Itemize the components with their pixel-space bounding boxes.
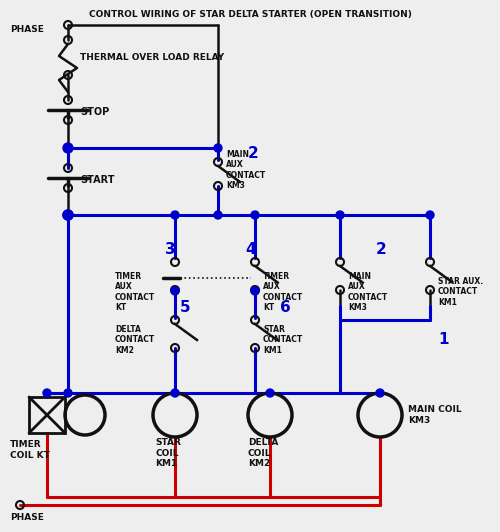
- Text: 3: 3: [165, 243, 175, 257]
- Circle shape: [426, 211, 434, 219]
- Circle shape: [63, 210, 73, 220]
- Text: 2: 2: [248, 146, 259, 162]
- Circle shape: [171, 287, 179, 295]
- Text: DELTA
COIL
KM2: DELTA COIL KM2: [248, 438, 278, 468]
- Text: 5: 5: [180, 301, 190, 315]
- Text: 1: 1: [438, 332, 448, 347]
- Circle shape: [171, 211, 179, 219]
- Circle shape: [214, 144, 222, 152]
- Text: TIMER
AUX
CONTACT
KT: TIMER AUX CONTACT KT: [263, 272, 303, 312]
- Circle shape: [251, 287, 259, 295]
- Circle shape: [63, 143, 73, 153]
- Text: THERMAL OVER LOAD RELAY: THERMAL OVER LOAD RELAY: [80, 53, 224, 62]
- Circle shape: [171, 389, 179, 397]
- Text: STOP: STOP: [80, 107, 109, 117]
- Text: CONTROL WIRING OF STAR DELTA STARTER (OPEN TRANSITION): CONTROL WIRING OF STAR DELTA STARTER (OP…: [88, 10, 411, 19]
- Circle shape: [376, 389, 384, 397]
- Circle shape: [336, 211, 344, 219]
- Circle shape: [43, 389, 51, 397]
- Circle shape: [266, 389, 274, 397]
- Text: PHASE: PHASE: [10, 512, 44, 521]
- Text: PHASE: PHASE: [10, 26, 44, 35]
- Text: TIMER
AUX
CONTACT
KT: TIMER AUX CONTACT KT: [115, 272, 155, 312]
- Text: MAIN
AUX
CONTACT
KM3: MAIN AUX CONTACT KM3: [226, 150, 266, 190]
- Text: 6: 6: [280, 301, 291, 315]
- Circle shape: [63, 210, 73, 220]
- Text: STAR
COIL
KM1: STAR COIL KM1: [155, 438, 181, 468]
- Bar: [29, 397, 65, 433]
- Circle shape: [64, 389, 72, 397]
- Text: 4: 4: [245, 243, 256, 257]
- Text: TIMER
COIL KT: TIMER COIL KT: [10, 440, 50, 460]
- Circle shape: [251, 211, 259, 219]
- Text: MAIN
AUX
CONTACT
KM3: MAIN AUX CONTACT KM3: [348, 272, 388, 312]
- Text: DELTA
CONTACT
KM2: DELTA CONTACT KM2: [115, 325, 155, 355]
- Text: STAR AUX.
CONTACT
KM1: STAR AUX. CONTACT KM1: [438, 277, 483, 307]
- Text: START: START: [80, 175, 114, 185]
- Circle shape: [214, 211, 222, 219]
- Text: STAR
CONTACT
KM1: STAR CONTACT KM1: [263, 325, 303, 355]
- Text: MAIN COIL
KM3: MAIN COIL KM3: [408, 405, 462, 425]
- Text: 2: 2: [376, 243, 387, 257]
